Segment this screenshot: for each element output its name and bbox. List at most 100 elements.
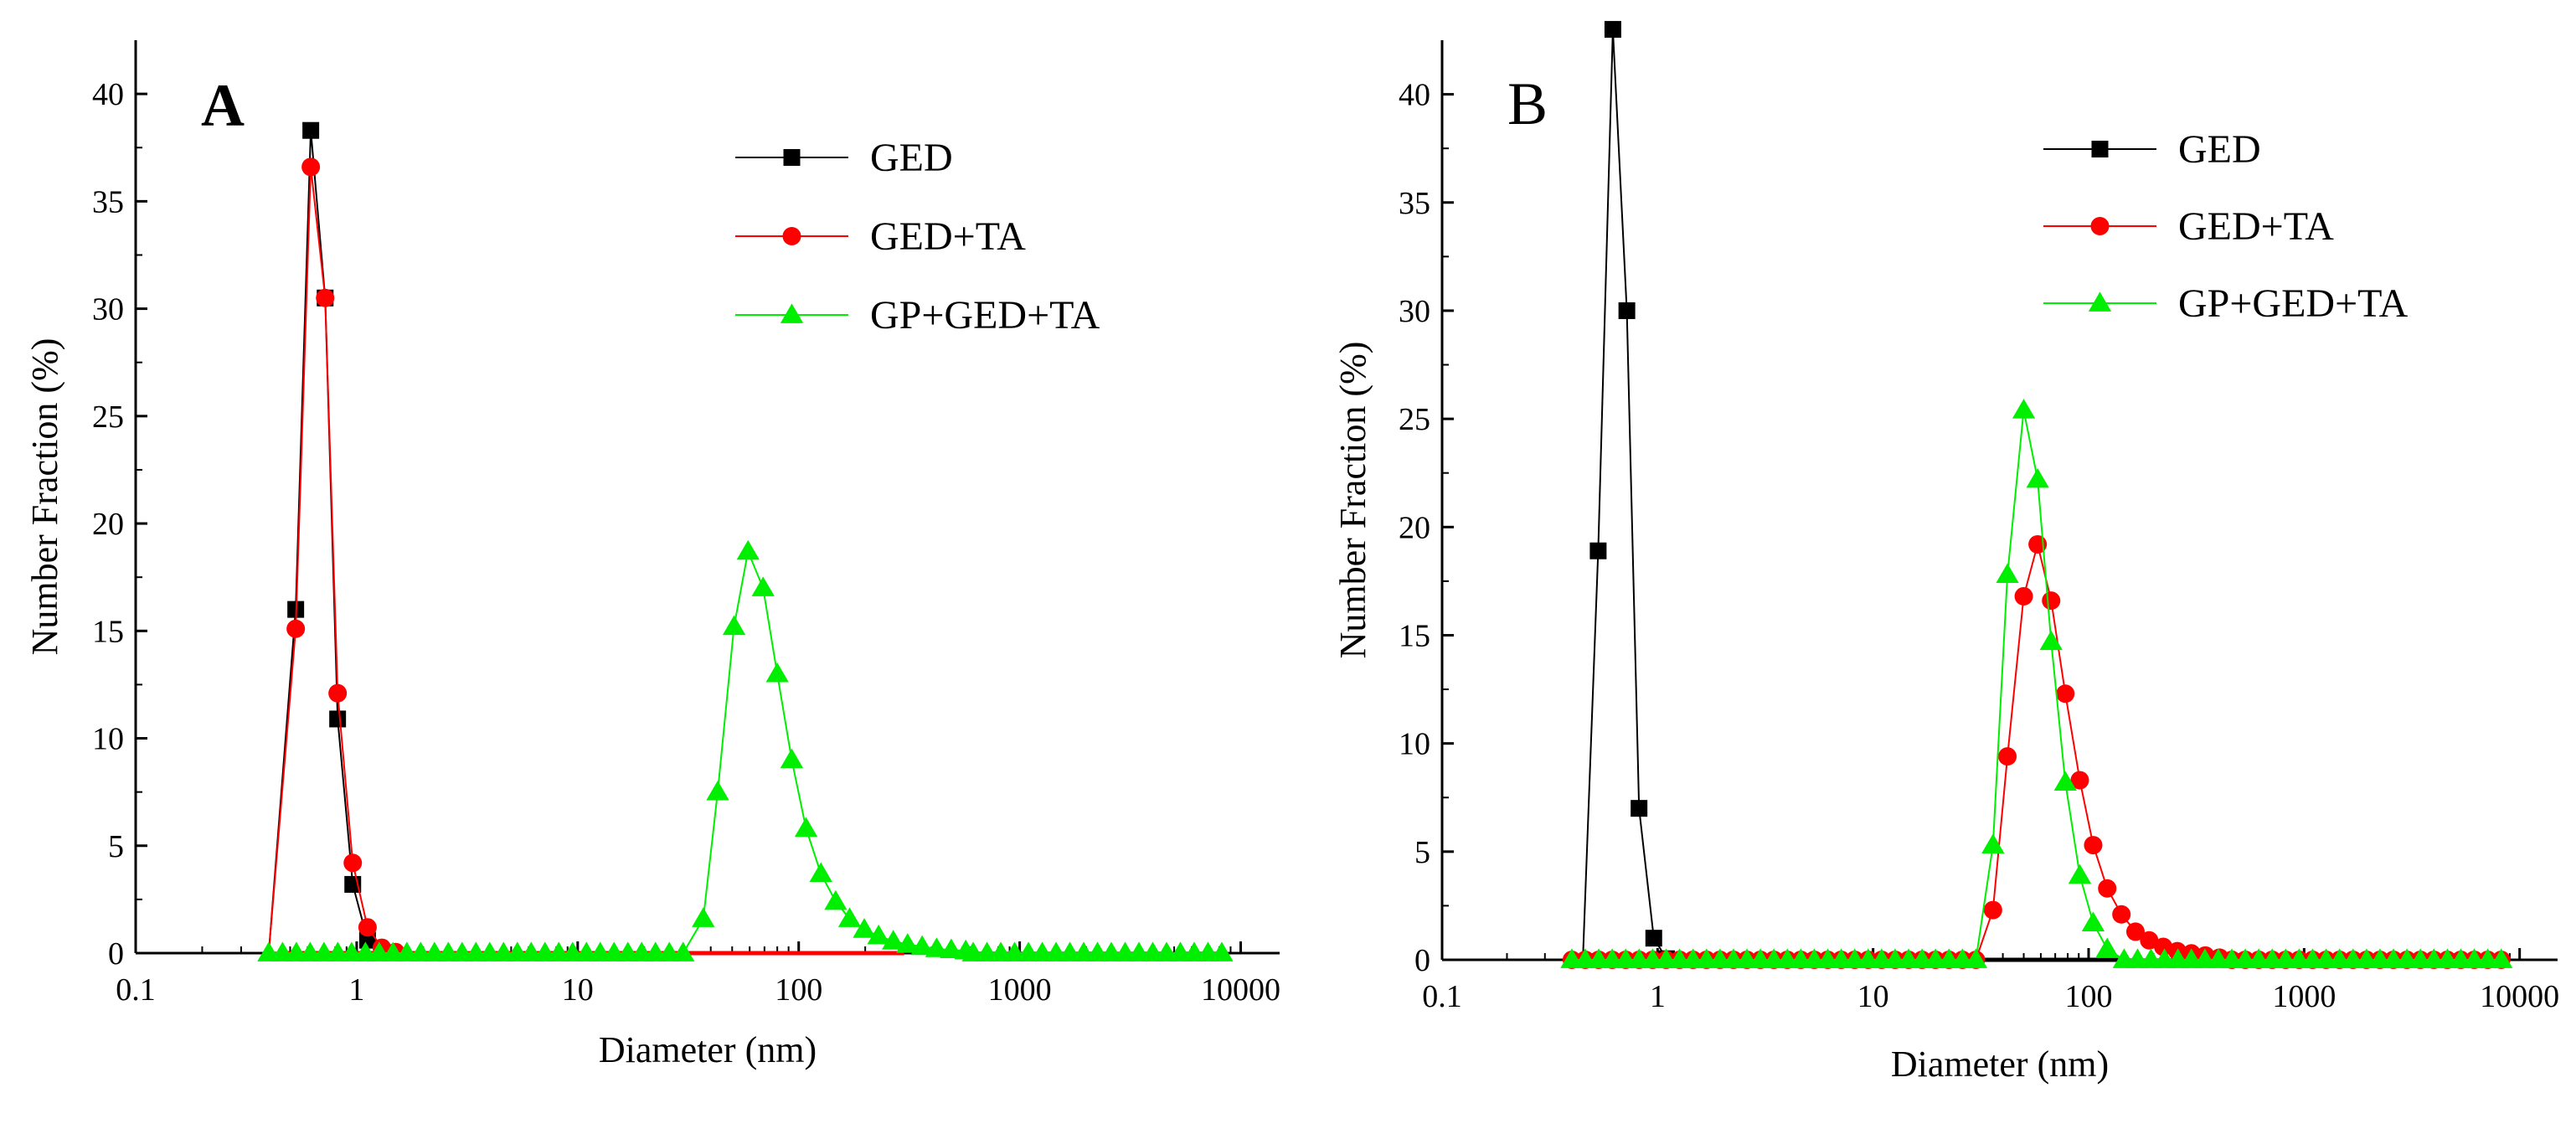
- x-tick-label: 10000: [1201, 972, 1280, 1008]
- y-tick-label: 20: [92, 507, 124, 542]
- data-point: [2490, 948, 2513, 968]
- y-axis-title: Number Fraction (%): [24, 338, 65, 656]
- legend-label: GED: [870, 136, 953, 180]
- x-tick-label: 0.1: [1422, 979, 1462, 1014]
- x-tick-label: 10: [562, 972, 594, 1008]
- x-tick-label: 1000: [2272, 979, 2336, 1014]
- data-point: [896, 933, 920, 953]
- x-tick-label: 0.1: [116, 972, 156, 1008]
- data-point: [1618, 302, 1636, 319]
- data-point: [2039, 630, 2063, 651]
- series-ged-ta: [1562, 534, 2511, 969]
- data-point: [2084, 836, 2103, 855]
- x-axis-title: Diameter (nm): [1891, 1044, 2109, 1085]
- data-point: [1998, 747, 2017, 766]
- data-point: [2026, 467, 2049, 488]
- y-tick-label: 5: [108, 829, 124, 864]
- series-line: [1582, 29, 1667, 961]
- x-tick-label: 10: [1857, 979, 1889, 1014]
- chart-panel-a: 0 5 10 15 20 25 30 35 40 0.1 1 10 100 1000 10000 Diamet…: [24, 40, 1280, 1070]
- data-point: [2056, 684, 2075, 704]
- x-tick-label: 1: [1650, 979, 1666, 1014]
- panel-label: B: [1507, 70, 1548, 137]
- data-point: [722, 615, 746, 636]
- data-point: [706, 781, 729, 801]
- y-tick-label: 30: [1399, 294, 1430, 329]
- data-point: [1996, 563, 2019, 584]
- y-tick-label: 40: [1399, 78, 1430, 113]
- x-axis-title: Diameter (nm): [599, 1029, 817, 1070]
- data-point: [736, 539, 760, 560]
- y-axis-title: Number Fraction (%): [1332, 342, 1373, 659]
- legend-label: GP+GED+TA: [870, 293, 1100, 338]
- y-tick-label: 0: [1414, 943, 1430, 978]
- data-point: [301, 157, 321, 177]
- x-tick-label: 10000: [2480, 979, 2559, 1014]
- series-line: [1571, 410, 2501, 961]
- legend-label: GED: [2178, 127, 2261, 172]
- data-point: [2154, 937, 2173, 956]
- data-point: [358, 931, 376, 949]
- data-point: [925, 937, 949, 957]
- y-tick-label: 25: [92, 400, 124, 435]
- data-point: [1210, 941, 1234, 961]
- series-gp-ged-ta: [1560, 399, 2513, 968]
- data-point: [692, 907, 715, 927]
- data-point: [1964, 948, 1988, 968]
- data-point: [809, 862, 832, 883]
- x-tick-label: 1000: [988, 972, 1052, 1008]
- data-point: [2095, 937, 2119, 957]
- legend-marker: [2090, 217, 2110, 235]
- data-point: [1983, 900, 2002, 920]
- data-point: [2014, 586, 2033, 606]
- data-point: [2042, 591, 2061, 611]
- legend-marker: [2091, 141, 2109, 157]
- data-point: [1981, 833, 2005, 853]
- data-point: [2125, 922, 2145, 941]
- data-point: [780, 748, 804, 769]
- panel-label: A: [201, 72, 245, 139]
- legend-marker: [2088, 291, 2112, 312]
- data-point: [343, 853, 363, 873]
- data-point: [2070, 771, 2089, 790]
- x-tick-label: 100: [2065, 979, 2113, 1014]
- y-tick-label: 10: [92, 722, 124, 757]
- series-line: [1571, 544, 2501, 961]
- data-point: [853, 918, 876, 938]
- y-tick-label: 25: [1399, 402, 1430, 437]
- legend-label: GED+TA: [2178, 204, 2334, 249]
- y-tick-label: 30: [92, 292, 124, 327]
- x-tick-label: 1: [348, 972, 364, 1008]
- data-point: [751, 576, 775, 596]
- data-point: [1589, 542, 1607, 559]
- y-tick-label: 20: [1399, 510, 1430, 545]
- data-point: [358, 918, 377, 937]
- y-tick-label: 15: [92, 614, 124, 649]
- y-tick-label: 10: [1399, 727, 1430, 762]
- data-point: [286, 619, 306, 638]
- data-point: [2098, 879, 2117, 898]
- data-point: [882, 930, 905, 950]
- data-point: [316, 288, 335, 307]
- y-tick-label: 35: [1399, 186, 1430, 221]
- data-point: [824, 889, 848, 910]
- y-tick-label: 0: [108, 936, 124, 972]
- data-point: [1645, 930, 1662, 947]
- y-tick-label: 15: [1399, 618, 1430, 653]
- y-tick-label: 35: [92, 184, 124, 219]
- data-point: [672, 941, 695, 961]
- legend-marker: [783, 149, 801, 166]
- data-point: [2140, 931, 2159, 950]
- data-point: [794, 817, 818, 838]
- series-gp-ged-ta: [257, 539, 1234, 961]
- series-ged-ta: [267, 157, 904, 961]
- legend-label: GP+GED+TA: [2178, 281, 2409, 326]
- series-line: [267, 130, 383, 954]
- data-point: [940, 938, 963, 959]
- legend: GED GED+TA GP+GED+TA: [735, 136, 1100, 338]
- series-ged: [1582, 21, 2127, 967]
- data-point: [1604, 21, 1621, 39]
- data-point: [2112, 905, 2131, 924]
- data-point: [910, 935, 934, 956]
